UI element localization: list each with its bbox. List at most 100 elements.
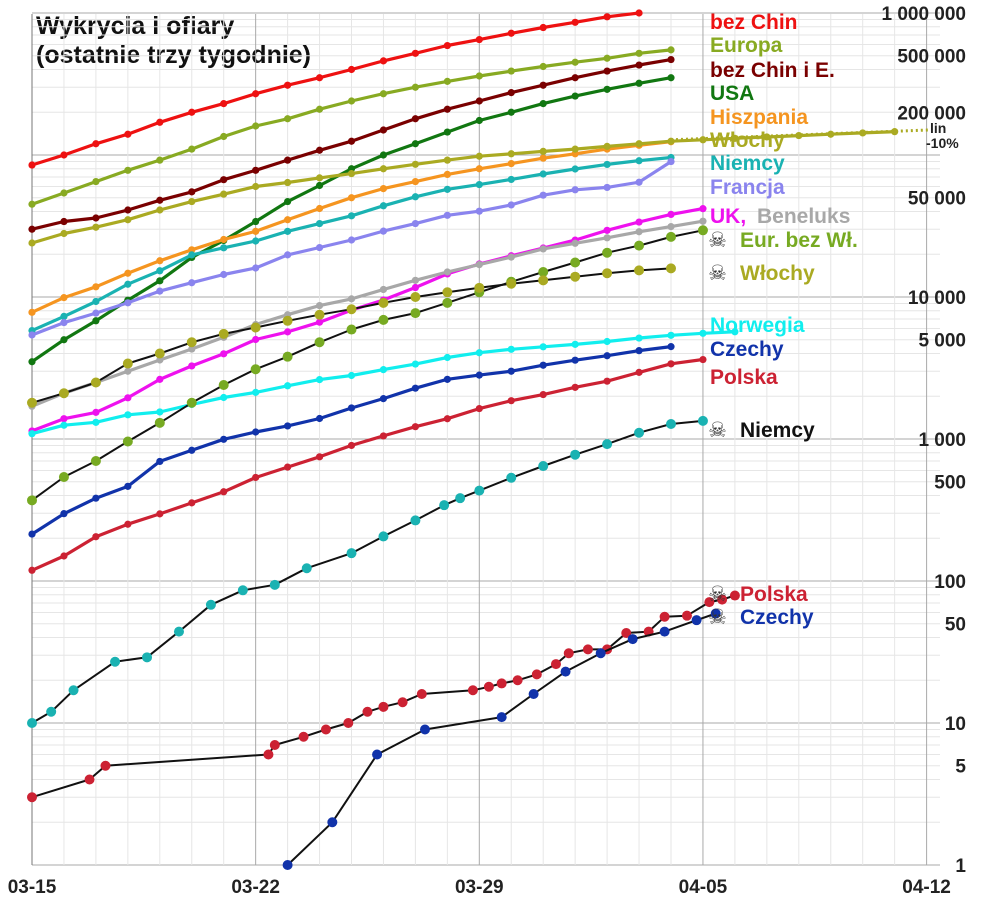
data-point — [603, 54, 611, 62]
data-point — [443, 105, 451, 113]
data-point — [92, 494, 100, 502]
data-point — [92, 418, 100, 426]
data-point — [156, 196, 164, 204]
data-point — [188, 345, 196, 353]
data-point — [252, 227, 260, 235]
data-point — [603, 352, 611, 360]
data-point — [188, 499, 196, 507]
data-point — [539, 170, 547, 178]
data-point — [220, 235, 228, 244]
data-point — [667, 157, 675, 166]
data-point — [507, 108, 515, 116]
series-line — [31, 357, 704, 572]
data-point — [507, 367, 515, 375]
label-niemcy-deaths: Niemcy — [740, 419, 815, 442]
data-point — [92, 223, 100, 231]
data-point — [156, 118, 164, 126]
data-point — [284, 216, 292, 224]
data-point — [379, 90, 388, 98]
data-point — [28, 430, 36, 438]
data-point — [60, 217, 68, 226]
data-point — [156, 206, 164, 214]
data-point — [124, 216, 132, 224]
data-point — [411, 219, 419, 228]
data-point — [717, 594, 728, 605]
data-point — [60, 552, 68, 560]
data-point — [314, 309, 325, 320]
data-point — [188, 279, 196, 287]
grid — [31, 12, 940, 866]
data-point — [439, 500, 450, 511]
data-point — [60, 312, 68, 321]
data-point — [378, 314, 389, 325]
data-point — [220, 435, 228, 443]
data-point — [188, 251, 196, 259]
data-point — [571, 186, 579, 194]
data-point — [507, 150, 515, 158]
data-point — [699, 217, 707, 225]
data-point — [667, 360, 675, 368]
y-tick-label: 500 — [934, 473, 966, 494]
data-point — [507, 159, 515, 168]
data-point — [603, 85, 611, 93]
data-point — [284, 115, 292, 123]
data-point — [252, 122, 260, 130]
series-line — [31, 130, 895, 245]
data-point — [571, 356, 579, 364]
data-point — [284, 81, 292, 89]
label-wlochy-deaths: Włochy — [740, 262, 815, 285]
data-point — [346, 548, 357, 559]
data-point — [539, 100, 547, 108]
data-point — [411, 423, 419, 431]
data-point — [666, 263, 676, 274]
data-point — [284, 251, 292, 259]
y-tick-label: 500 000 — [897, 47, 966, 68]
data-point — [697, 415, 708, 426]
data-point — [571, 239, 579, 247]
y-tick-label: 10 000 — [908, 288, 966, 309]
data-point — [378, 531, 389, 542]
data-point — [220, 488, 228, 496]
data-point — [124, 367, 132, 375]
data-point — [635, 368, 643, 376]
data-point — [362, 706, 373, 717]
data-point — [347, 441, 356, 450]
data-point — [467, 685, 478, 696]
data-point — [635, 140, 643, 148]
data-point — [298, 731, 309, 742]
data-point — [411, 177, 419, 186]
data-point — [634, 265, 645, 276]
data-point — [539, 390, 547, 399]
data-point — [124, 166, 132, 174]
data-point — [538, 275, 549, 286]
data-point — [124, 206, 132, 214]
data-point — [284, 156, 292, 164]
data-point — [539, 154, 547, 162]
data-point — [27, 792, 37, 803]
data-point — [443, 268, 451, 276]
data-point — [301, 563, 312, 574]
data-point — [252, 182, 260, 191]
data-point — [419, 724, 430, 735]
data-point — [92, 214, 100, 222]
data-point — [699, 329, 707, 337]
data-point — [142, 652, 153, 663]
data-point — [442, 287, 453, 298]
data-point — [506, 472, 517, 483]
data-point — [347, 97, 356, 105]
data-point — [411, 276, 419, 284]
series-line — [31, 219, 704, 408]
data-point — [603, 67, 611, 75]
data-point — [512, 675, 523, 686]
data-point — [60, 189, 68, 197]
data-point — [347, 212, 356, 220]
data-point — [666, 419, 676, 430]
data-point — [411, 384, 419, 392]
data-point — [347, 236, 356, 244]
data-point — [156, 267, 164, 275]
data-point — [379, 126, 388, 134]
data-point — [603, 377, 611, 385]
data-point — [58, 472, 69, 483]
data-point — [410, 515, 421, 526]
